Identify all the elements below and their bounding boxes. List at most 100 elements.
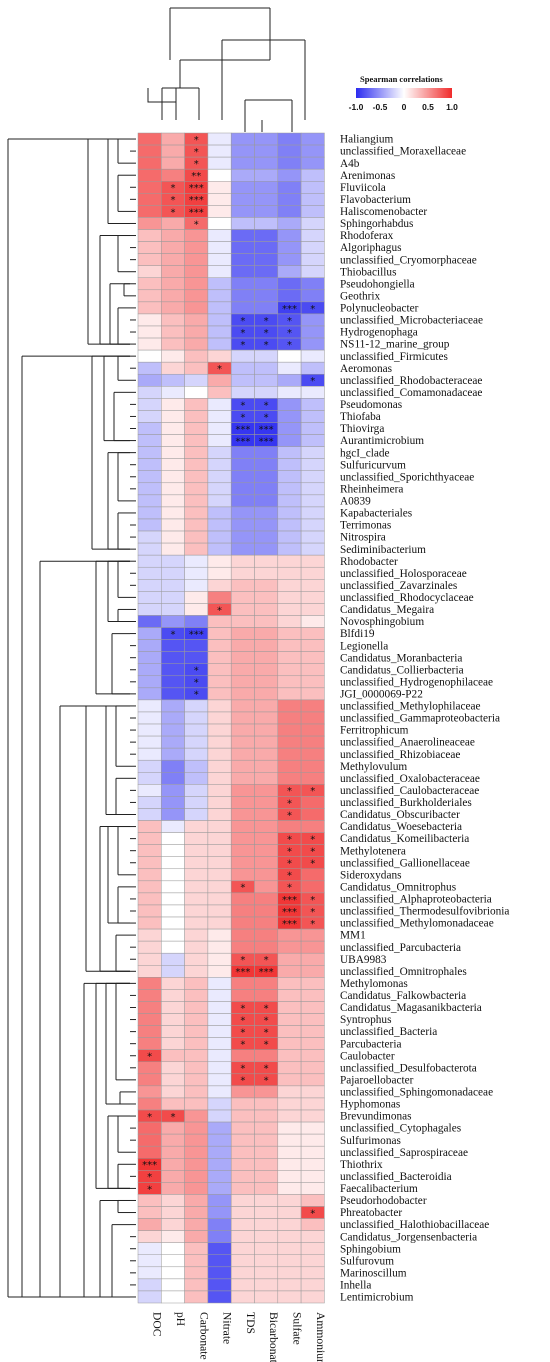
heatmap-cell <box>230 940 255 954</box>
heatmap-cell <box>207 1278 232 1292</box>
heatmap-cell <box>254 1206 279 1219</box>
heatmap-cell <box>161 410 185 423</box>
row-label: Sphingobium <box>340 1243 401 1255</box>
heatmap-cell <box>161 373 185 387</box>
heatmap-cell <box>161 506 185 520</box>
heatmap-cell <box>207 772 232 785</box>
heatmap-cell <box>137 1290 162 1304</box>
heatmap-cell <box>207 723 232 737</box>
heatmap-cell <box>300 965 325 978</box>
significance-star: * <box>240 883 245 894</box>
heatmap-cell <box>300 410 325 423</box>
heatmap-cell <box>184 965 209 978</box>
heatmap-cell <box>137 337 162 351</box>
heatmap-cell <box>254 1085 279 1099</box>
heatmap-cell <box>254 518 279 532</box>
significance-star: *** <box>142 1160 157 1171</box>
heatmap-cell <box>230 796 255 809</box>
heatmap-cell <box>184 952 209 966</box>
significance-star: * <box>194 135 199 146</box>
heatmap-cell <box>184 373 209 387</box>
heatmap-cell <box>137 410 162 423</box>
heatmap-cell <box>300 928 325 942</box>
heatmap-cell <box>300 687 325 701</box>
heatmap-cell <box>300 627 325 640</box>
significance-star: * <box>240 1003 245 1014</box>
heatmap-cell <box>277 168 302 182</box>
heatmap-cell <box>230 349 255 363</box>
heatmap-cell <box>137 301 162 315</box>
heatmap-cell <box>184 880 209 894</box>
heatmap-cell <box>161 723 185 737</box>
row-label: Sideroxydans <box>340 869 402 881</box>
heatmap-cell <box>137 796 162 809</box>
heatmap-cell <box>184 253 209 266</box>
heatmap-cell <box>254 832 279 845</box>
heatmap-cell <box>277 181 302 194</box>
heatmap-cell <box>300 880 325 894</box>
heatmap-cell <box>230 494 255 508</box>
significance-star: * <box>287 316 292 327</box>
heatmap-cell <box>161 856 185 870</box>
heatmap-cell <box>207 627 232 640</box>
heatmap-cell <box>254 772 279 785</box>
heatmap-cell <box>300 1278 325 1292</box>
heatmap-cell <box>230 446 255 459</box>
heatmap-cell <box>184 361 209 375</box>
heatmap-cell <box>161 1037 185 1050</box>
heatmap-cell <box>300 747 325 761</box>
heatmap-cell <box>161 880 185 894</box>
heatmap-cell <box>230 663 255 677</box>
heatmap-cell <box>254 1230 279 1243</box>
heatmap-cell <box>277 1242 302 1255</box>
heatmap-cell <box>300 144 325 158</box>
row-label: Geothrix <box>340 290 381 302</box>
heatmap-cell <box>254 1158 279 1171</box>
heatmap-cell <box>137 1254 162 1268</box>
heatmap-cell <box>230 1158 255 1171</box>
legend-tick-label: 1.0 <box>446 102 458 112</box>
heatmap-cell <box>300 1182 325 1195</box>
heatmap-cell <box>277 193 302 206</box>
significance-star: * <box>287 883 292 894</box>
heatmap-cell <box>254 265 279 278</box>
heatmap-cell <box>230 904 255 918</box>
heatmap-cell <box>254 916 279 930</box>
heatmap-cell <box>137 928 162 942</box>
heatmap-cell <box>254 301 279 315</box>
significance-star: * <box>170 629 175 640</box>
row-label: Sulfuricurvum <box>340 459 406 471</box>
heatmap-cell <box>230 820 255 833</box>
heatmap-cell <box>137 904 162 918</box>
heatmap-cell <box>184 470 209 484</box>
row-label: Pajaroellobacter <box>340 1074 414 1086</box>
heatmap-cell <box>254 675 279 689</box>
heatmap-cell <box>161 868 185 882</box>
heatmap-cell <box>137 506 162 520</box>
heatmap-cell <box>277 1097 302 1111</box>
heatmap-cell <box>184 554 209 568</box>
row-label: unclassified_Rhodocyclaceae <box>340 592 474 604</box>
heatmap-cell <box>230 916 255 930</box>
heatmap-cell <box>230 217 255 230</box>
heatmap-cell <box>184 518 209 532</box>
column-labels: DOC pH Carbonate Nitrate TDS Bicarbonate Sulfa… <box>151 1312 327 1362</box>
heatmap-cell <box>137 639 162 652</box>
heatmap-cell <box>300 1242 325 1255</box>
heatmap-cell <box>230 1049 255 1063</box>
heatmap-cell <box>161 759 185 773</box>
heatmap-cell <box>207 337 232 351</box>
significance-star: * <box>264 1076 269 1087</box>
heatmap-cell <box>207 253 232 266</box>
heatmap-cell <box>207 687 232 701</box>
row-label: Methylovulum <box>340 761 407 773</box>
heatmap-cell <box>207 566 232 580</box>
heatmap-cell <box>254 229 279 242</box>
column-label: TDS <box>244 1312 257 1334</box>
row-label: unclassified_Moraxellaceae <box>340 146 466 158</box>
heatmap-cell <box>207 349 232 363</box>
heatmap-cell <box>254 217 279 230</box>
heatmap-cell <box>161 784 185 797</box>
heatmap-cell <box>161 1133 185 1147</box>
legend-tick-label: 0.5 <box>422 102 434 112</box>
